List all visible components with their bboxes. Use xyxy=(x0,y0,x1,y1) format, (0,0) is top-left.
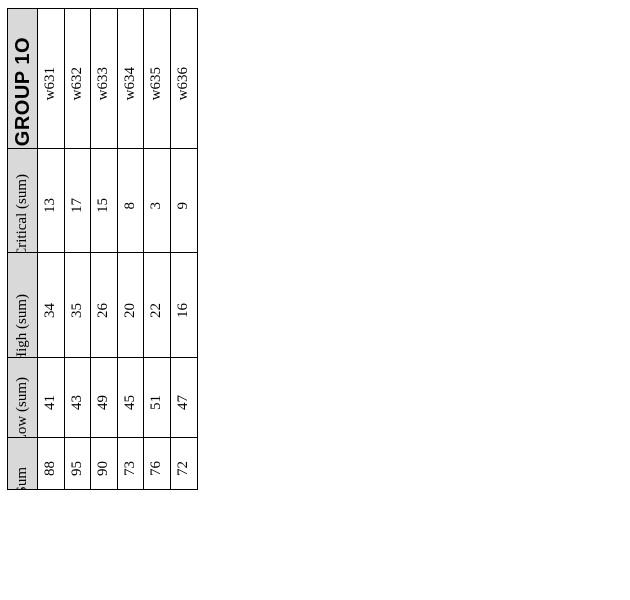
sum-value-w634: 73 xyxy=(118,438,144,489)
cell-value: 47 xyxy=(175,395,192,410)
row-label-w634: w634 xyxy=(121,66,138,101)
cell-value: 13 xyxy=(42,198,59,213)
cell-value: 3 xyxy=(148,201,165,210)
low-value-w632: 43 xyxy=(64,358,91,438)
row-label-cell-w634: w634 xyxy=(117,9,144,149)
cell-value: 73 xyxy=(121,461,138,476)
high-value-w632: 35 xyxy=(64,253,91,358)
critical-value-w631: 13 xyxy=(38,149,65,253)
row-label-w636: w636 xyxy=(175,66,192,101)
cell-value: 51 xyxy=(148,395,165,410)
critical-header: Critical (sum) xyxy=(14,174,30,253)
sum-value-w633: 90 xyxy=(91,438,118,489)
row-label-cell-w631: w631 xyxy=(38,9,65,149)
cell-value: 15 xyxy=(95,198,112,213)
critical-value-w633: 15 xyxy=(91,149,118,253)
cell-value: 34 xyxy=(42,302,59,318)
cell-value: 72 xyxy=(175,461,192,476)
sum-value-w635: 76 xyxy=(144,438,171,489)
cell-value: 90 xyxy=(95,461,112,476)
row-label-w631: w631 xyxy=(42,66,59,101)
cell-value: 95 xyxy=(68,461,85,476)
high-value-w633: 26 xyxy=(91,253,118,358)
cell-value: 49 xyxy=(95,395,112,410)
high-value-w631: 34 xyxy=(38,253,65,358)
low-header-cell: Low (sum) xyxy=(8,358,38,438)
cell-value: 22 xyxy=(148,302,165,318)
cell-value: 8 xyxy=(121,201,138,210)
low-value-w631: 41 xyxy=(38,358,65,438)
row-label-cell-w635: w635 xyxy=(144,9,171,149)
group-title-cell: GROUP 1O xyxy=(8,9,38,149)
cell-value: 76 xyxy=(148,461,165,476)
low-header: Low (sum) xyxy=(14,376,30,438)
cell-value: 41 xyxy=(42,395,59,410)
cell-value: 9 xyxy=(175,201,192,210)
sum-value-w631: 88 xyxy=(38,438,65,489)
group-title: GROUP 1O xyxy=(11,36,34,146)
sum-header-cell: Sum xyxy=(8,438,38,489)
row-label-w635: w635 xyxy=(148,66,165,101)
row-label-w633: w633 xyxy=(95,66,112,101)
cell-value: 26 xyxy=(95,302,112,318)
low-value-w635: 51 xyxy=(144,358,171,438)
critical-value-w635: 3 xyxy=(144,149,171,253)
cell-value: 17 xyxy=(68,198,85,213)
critical-value-w634: 8 xyxy=(117,149,144,253)
row-label-cell-w636: w636 xyxy=(170,9,197,149)
row-label-w632: w632 xyxy=(68,66,85,101)
low-value-w636: 47 xyxy=(170,358,197,438)
sum-header: Sum xyxy=(14,467,30,489)
sum-value-w636: 72 xyxy=(171,438,198,489)
row-label-cell-w633: w633 xyxy=(91,9,118,149)
low-value-w633: 49 xyxy=(91,358,118,438)
cell-value: 35 xyxy=(68,302,85,318)
high-value-w635: 22 xyxy=(144,253,171,358)
high-value-w634: 20 xyxy=(117,253,144,358)
rotated-table: GROUP 1O w631 w632 w633 w634 w635 w636 C… xyxy=(7,8,198,490)
cell-value: 16 xyxy=(175,302,192,318)
cell-value: 45 xyxy=(121,395,138,410)
cell-value: 20 xyxy=(121,302,138,318)
critical-header-cell: Critical (sum) xyxy=(8,149,38,253)
critical-value-w636: 9 xyxy=(170,149,197,253)
low-value-w634: 45 xyxy=(117,358,144,438)
high-header-cell: High (sum) xyxy=(8,253,38,358)
cell-value: 88 xyxy=(42,461,59,476)
cell-value: 43 xyxy=(68,395,85,410)
high-header: High (sum) xyxy=(14,294,30,358)
critical-value-w632: 17 xyxy=(64,149,91,253)
row-label-cell-w632: w632 xyxy=(64,9,91,149)
sum-value-w632: 95 xyxy=(65,438,91,489)
high-value-w636: 16 xyxy=(170,253,197,358)
